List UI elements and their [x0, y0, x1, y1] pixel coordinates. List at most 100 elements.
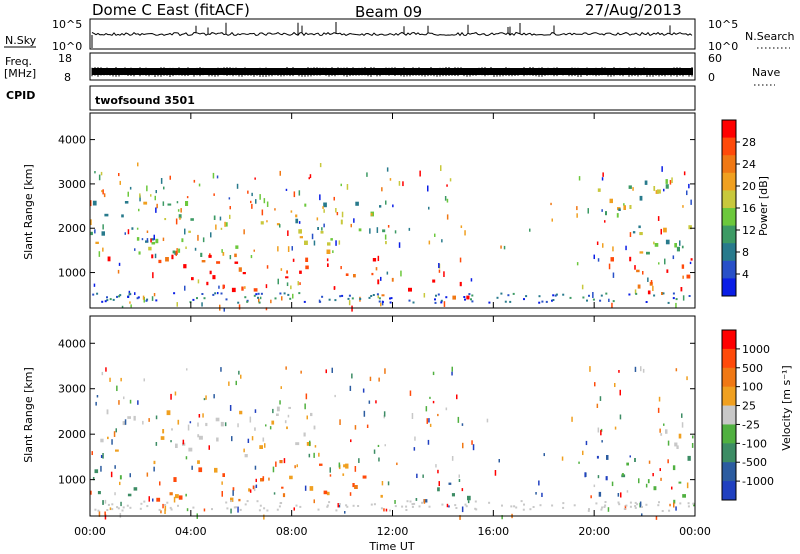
noise [338, 503, 341, 508]
noise [186, 368, 188, 371]
cbar-label-4: -25 [742, 418, 760, 431]
noise [155, 207, 157, 213]
cell [230, 497, 234, 502]
cell [100, 438, 104, 443]
ground [146, 298, 149, 301]
noise [501, 515, 503, 520]
ytick-label-2: 3000 [58, 178, 86, 191]
cell [354, 485, 358, 489]
cbar-swatch-1 [722, 348, 736, 369]
ground [328, 501, 331, 504]
noise [162, 503, 164, 509]
noise [346, 184, 349, 190]
noise [319, 194, 321, 201]
cell [254, 427, 256, 431]
ground [239, 508, 242, 511]
cell [665, 184, 669, 189]
noise [571, 416, 573, 422]
ground [603, 506, 606, 508]
cell [688, 225, 692, 230]
noise [286, 282, 289, 287]
cell [340, 219, 343, 225]
cell [317, 227, 319, 230]
ground [421, 501, 424, 504]
nave-tick-top: 60 [708, 52, 722, 65]
noise [254, 465, 257, 470]
noise [109, 507, 112, 511]
ground [636, 503, 639, 506]
noise [673, 502, 675, 508]
noise [428, 206, 430, 210]
noise [671, 486, 673, 490]
noise [354, 425, 357, 430]
noise [163, 186, 165, 190]
cbar-swatch-0 [722, 120, 736, 139]
noise [120, 501, 122, 507]
ground [352, 504, 355, 507]
ground [111, 508, 114, 511]
noise [617, 493, 620, 497]
ground [552, 294, 555, 297]
cell [167, 203, 172, 206]
noise [612, 246, 614, 252]
ground [617, 501, 620, 504]
noise [529, 228, 531, 232]
cell [244, 454, 248, 458]
noise [592, 292, 594, 298]
noise [313, 499, 315, 504]
noise [578, 176, 581, 181]
cbar-swatch-3 [722, 386, 736, 407]
cell [639, 251, 644, 254]
noise [429, 423, 432, 427]
noise [386, 167, 389, 172]
cell [598, 491, 602, 497]
noise [329, 467, 331, 473]
ground [339, 295, 342, 298]
ground [380, 507, 383, 510]
noise [650, 280, 653, 285]
cell [222, 473, 225, 477]
noise [300, 370, 302, 374]
noise [576, 206, 578, 211]
noise [228, 197, 231, 200]
ground [278, 505, 281, 508]
noise [223, 307, 225, 312]
cell [408, 287, 412, 292]
noise [184, 285, 186, 291]
noise [141, 238, 144, 241]
noise [494, 470, 497, 476]
noise [251, 203, 253, 209]
noise [597, 427, 600, 433]
noise [91, 451, 93, 456]
noise [313, 240, 316, 246]
noise [221, 481, 223, 485]
noise [176, 248, 178, 255]
noise [160, 510, 162, 514]
noise [216, 175, 219, 179]
ground [582, 296, 585, 299]
cpid-panel [89, 85, 696, 111]
cell [674, 442, 678, 447]
noise [660, 477, 662, 481]
noise [229, 255, 232, 260]
ground [600, 508, 603, 511]
cell [665, 179, 668, 184]
noise [691, 443, 694, 448]
noise [340, 266, 342, 270]
noise [602, 172, 604, 177]
cell [379, 205, 382, 208]
noise [446, 503, 449, 508]
cell [124, 201, 129, 204]
freq-tick-top: 18 [58, 52, 72, 65]
ground [298, 292, 301, 295]
noise [221, 491, 223, 497]
cell [213, 215, 216, 220]
noise [349, 385, 352, 391]
cell [299, 236, 303, 239]
noise [351, 305, 353, 312]
ground [225, 298, 228, 301]
noise [272, 408, 274, 414]
noise [675, 302, 677, 309]
noise [434, 233, 436, 237]
ground [509, 300, 512, 303]
